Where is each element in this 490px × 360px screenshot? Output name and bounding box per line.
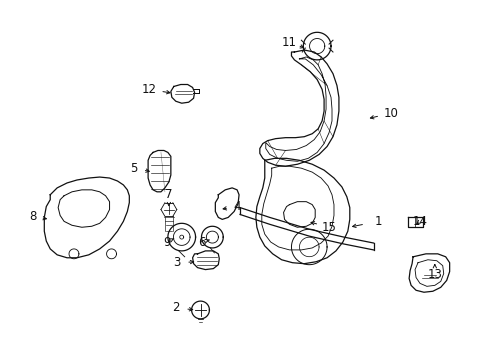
Text: 1: 1	[375, 215, 382, 228]
Text: 3: 3	[173, 256, 180, 269]
Text: 4: 4	[233, 200, 241, 213]
Text: 15: 15	[321, 221, 337, 234]
Text: 12: 12	[142, 83, 157, 96]
Text: 6: 6	[198, 235, 205, 248]
Text: 11: 11	[282, 36, 297, 49]
Text: 14: 14	[413, 215, 427, 228]
Text: 9: 9	[163, 235, 171, 248]
Text: 8: 8	[29, 210, 36, 223]
Text: 5: 5	[130, 162, 138, 175]
Text: 13: 13	[427, 268, 442, 281]
Text: 7: 7	[165, 188, 172, 201]
Text: 2: 2	[172, 301, 179, 315]
Text: 10: 10	[384, 107, 399, 120]
